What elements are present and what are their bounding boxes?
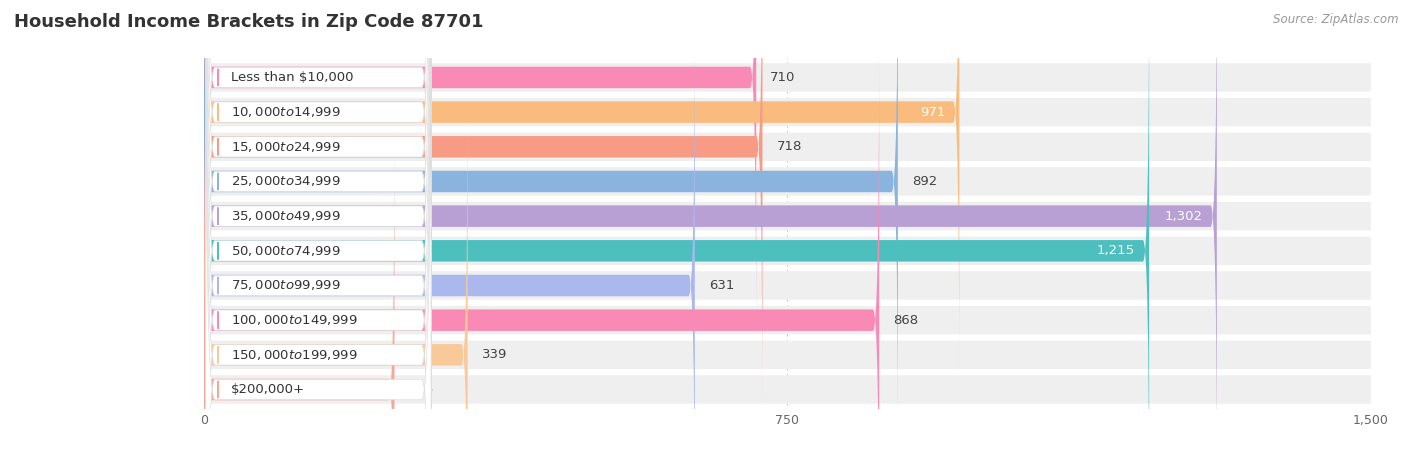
FancyBboxPatch shape bbox=[204, 0, 762, 414]
Text: Less than $10,000: Less than $10,000 bbox=[231, 71, 353, 84]
FancyBboxPatch shape bbox=[205, 0, 432, 449]
Text: 971: 971 bbox=[920, 106, 945, 119]
Text: 1,215: 1,215 bbox=[1097, 244, 1135, 257]
FancyBboxPatch shape bbox=[204, 167, 1371, 196]
FancyBboxPatch shape bbox=[205, 0, 432, 449]
FancyBboxPatch shape bbox=[205, 0, 432, 449]
FancyBboxPatch shape bbox=[205, 0, 432, 449]
Text: 868: 868 bbox=[893, 314, 918, 327]
FancyBboxPatch shape bbox=[204, 0, 1149, 449]
Text: 892: 892 bbox=[912, 175, 936, 188]
Text: 631: 631 bbox=[709, 279, 734, 292]
FancyBboxPatch shape bbox=[204, 0, 898, 448]
Text: 718: 718 bbox=[776, 140, 801, 153]
Text: $50,000 to $74,999: $50,000 to $74,999 bbox=[231, 244, 340, 258]
Text: $75,000 to $99,999: $75,000 to $99,999 bbox=[231, 278, 340, 292]
Text: $35,000 to $49,999: $35,000 to $49,999 bbox=[231, 209, 340, 223]
FancyBboxPatch shape bbox=[204, 271, 1371, 300]
FancyBboxPatch shape bbox=[205, 0, 432, 449]
FancyBboxPatch shape bbox=[204, 306, 1371, 335]
FancyBboxPatch shape bbox=[204, 375, 1371, 404]
FancyBboxPatch shape bbox=[204, 202, 1371, 230]
Text: Source: ZipAtlas.com: Source: ZipAtlas.com bbox=[1274, 13, 1399, 26]
Text: $100,000 to $149,999: $100,000 to $149,999 bbox=[231, 313, 357, 327]
FancyBboxPatch shape bbox=[204, 132, 1371, 161]
FancyBboxPatch shape bbox=[205, 0, 432, 449]
Text: $150,000 to $199,999: $150,000 to $199,999 bbox=[231, 348, 357, 362]
FancyBboxPatch shape bbox=[204, 88, 468, 449]
FancyBboxPatch shape bbox=[204, 237, 1371, 265]
FancyBboxPatch shape bbox=[205, 0, 432, 449]
FancyBboxPatch shape bbox=[205, 0, 432, 449]
Text: $10,000 to $14,999: $10,000 to $14,999 bbox=[231, 105, 340, 119]
FancyBboxPatch shape bbox=[204, 341, 1371, 369]
Text: $25,000 to $34,999: $25,000 to $34,999 bbox=[231, 175, 340, 189]
FancyBboxPatch shape bbox=[204, 53, 879, 449]
Text: 245: 245 bbox=[409, 383, 434, 396]
FancyBboxPatch shape bbox=[204, 123, 395, 449]
Text: $15,000 to $24,999: $15,000 to $24,999 bbox=[231, 140, 340, 154]
Text: 710: 710 bbox=[770, 71, 796, 84]
Text: 339: 339 bbox=[482, 348, 508, 361]
FancyBboxPatch shape bbox=[204, 0, 959, 379]
FancyBboxPatch shape bbox=[205, 0, 432, 449]
FancyBboxPatch shape bbox=[204, 63, 1371, 92]
Text: Household Income Brackets in Zip Code 87701: Household Income Brackets in Zip Code 87… bbox=[14, 13, 484, 31]
FancyBboxPatch shape bbox=[204, 0, 756, 344]
Text: 1,302: 1,302 bbox=[1164, 210, 1202, 223]
FancyBboxPatch shape bbox=[205, 0, 432, 449]
FancyBboxPatch shape bbox=[204, 0, 1216, 449]
Text: $200,000+: $200,000+ bbox=[231, 383, 305, 396]
FancyBboxPatch shape bbox=[204, 19, 695, 449]
FancyBboxPatch shape bbox=[204, 98, 1371, 126]
